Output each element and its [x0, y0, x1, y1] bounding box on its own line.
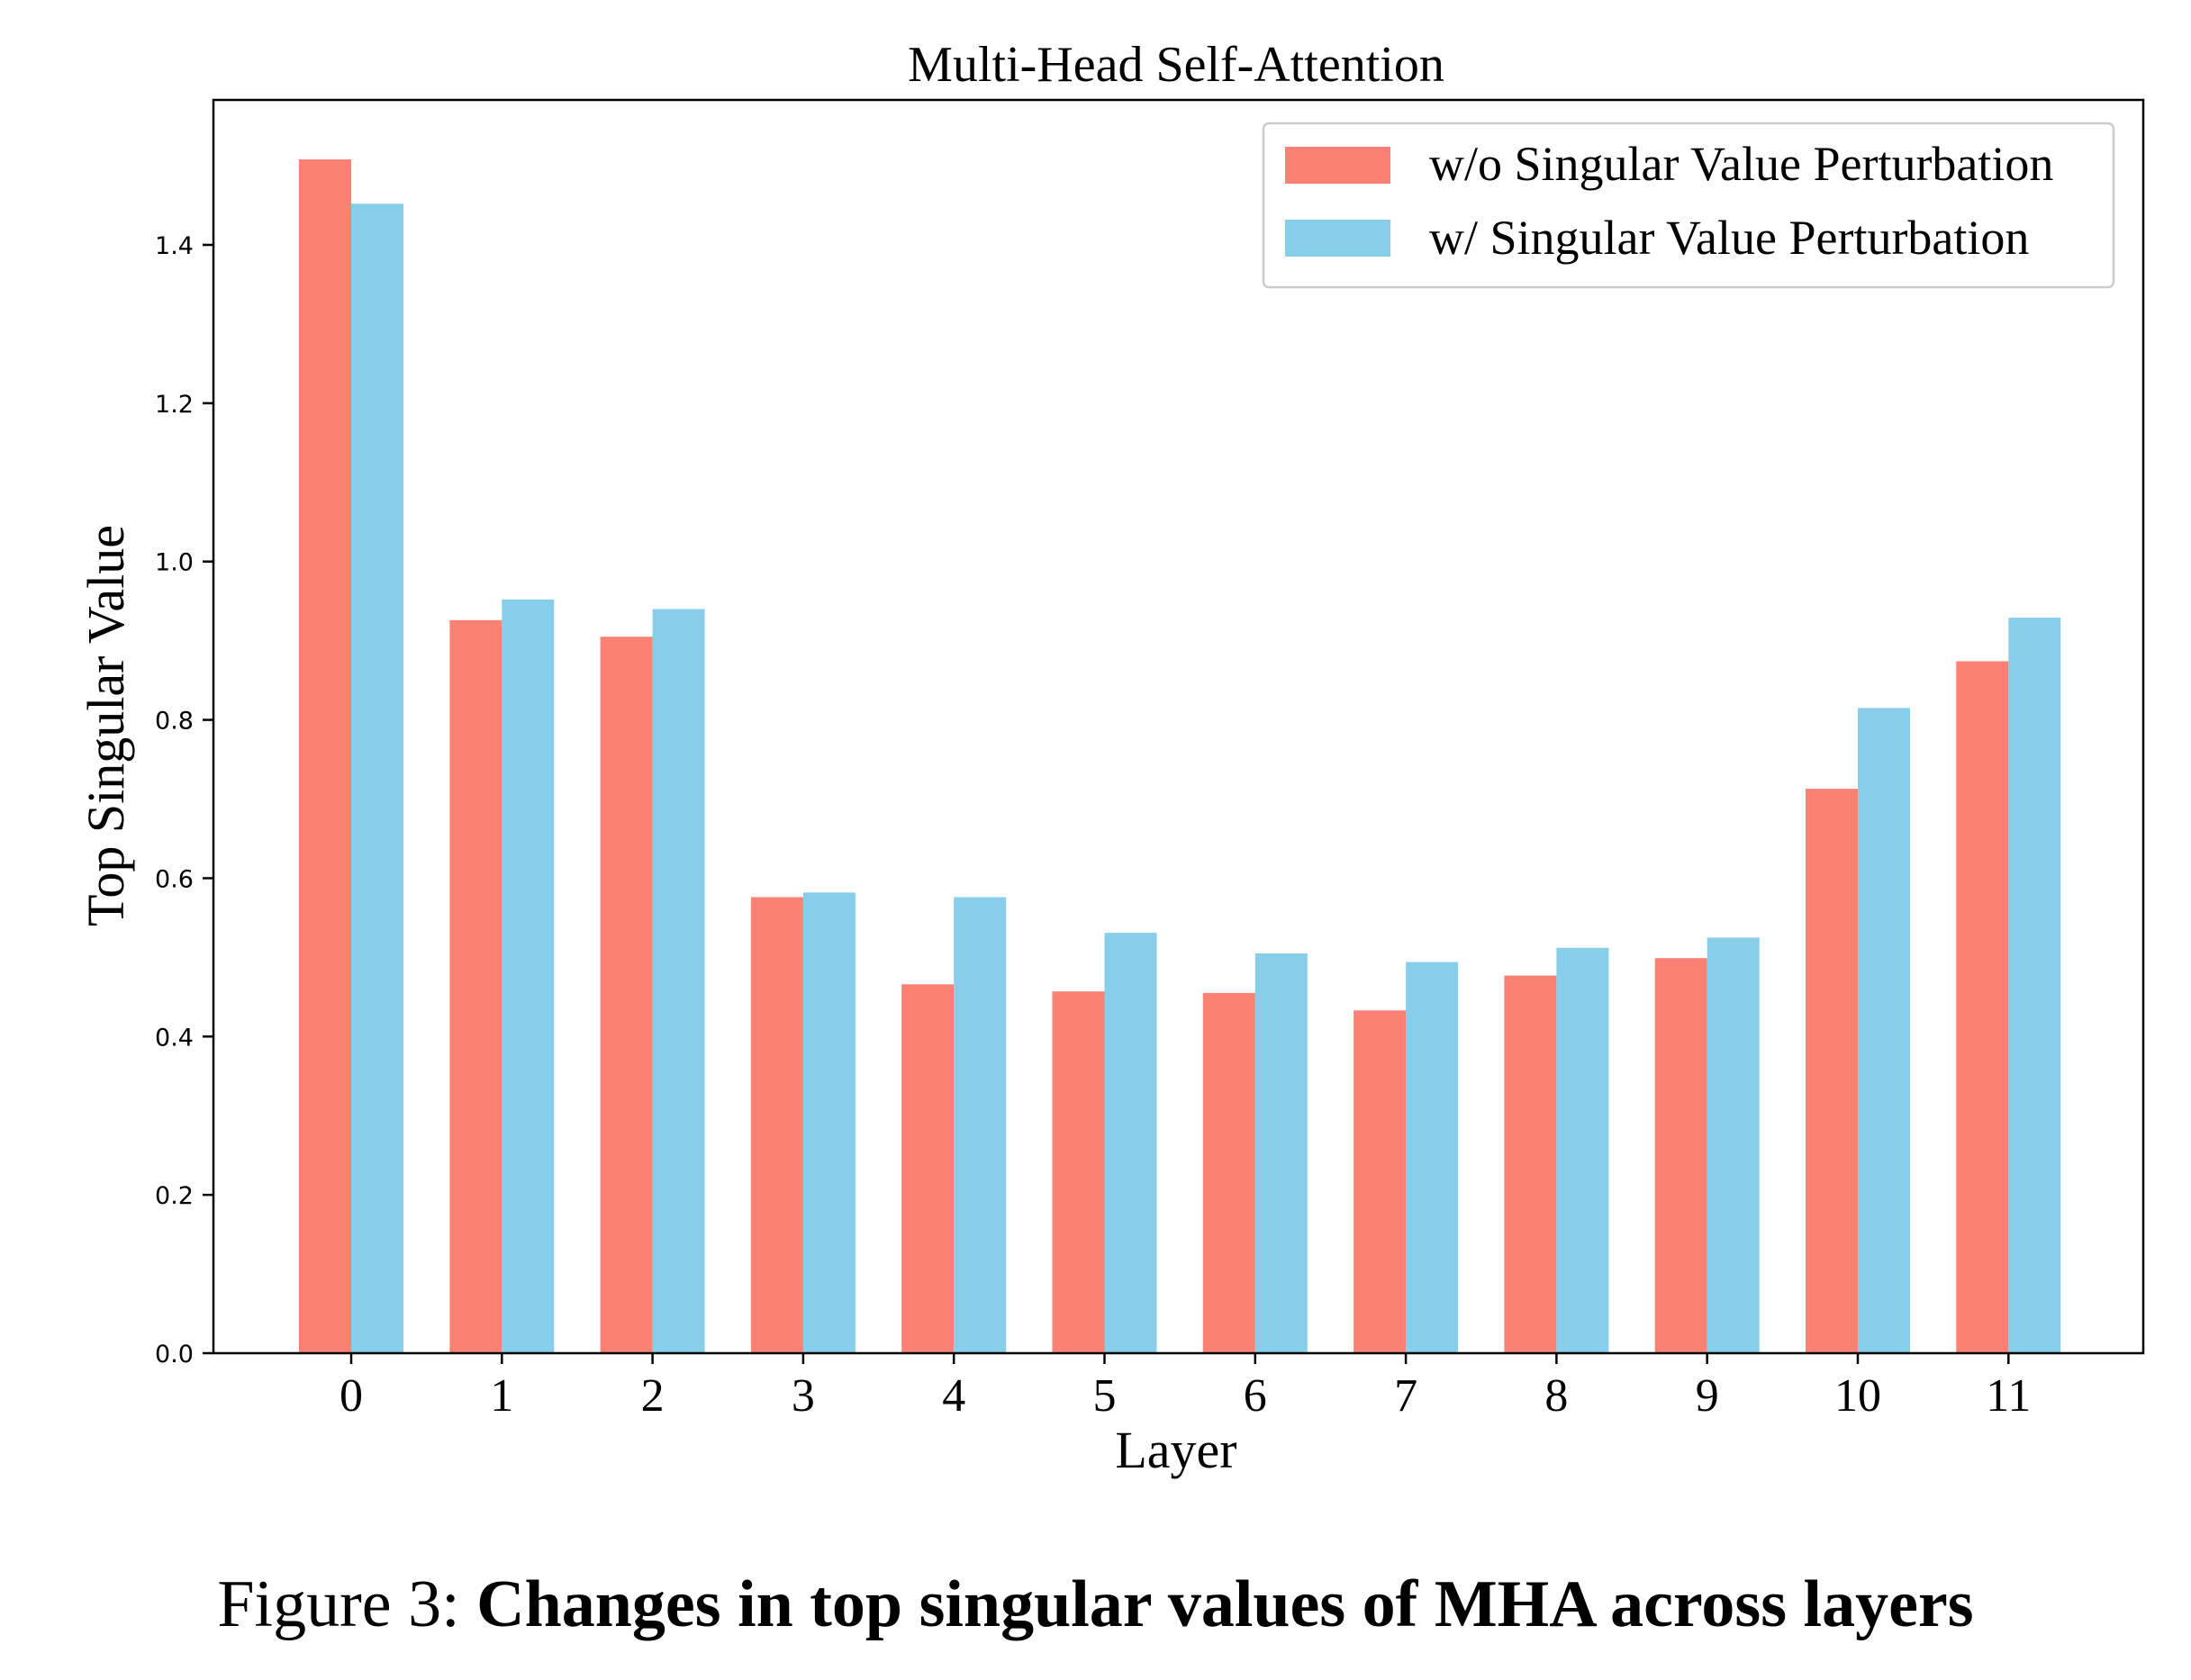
bar-with-perturbation-layer-8 [1556, 947, 1609, 1353]
x-tick-label: 0 [340, 1370, 363, 1422]
y-tick-label: 1.2 [155, 391, 194, 419]
x-axis-label: Layer [1115, 1421, 1236, 1479]
legend-label-with-perturbation: w/ Singular Value Perturbation [1429, 211, 2029, 265]
bar-without-perturbation-layer-10 [1806, 789, 1858, 1353]
x-tick-label: 5 [1093, 1370, 1117, 1422]
x-tick-label: 9 [1696, 1370, 1719, 1422]
y-tick-label: 0.2 [155, 1182, 194, 1210]
legend-label-without-perturbation: w/o Singular Value Perturbation [1429, 137, 2053, 191]
bar-with-perturbation-layer-2 [652, 609, 705, 1353]
x-tick-label: 4 [942, 1370, 965, 1422]
bar-without-perturbation-layer-2 [600, 637, 653, 1353]
x-tick-label: 6 [1244, 1370, 1267, 1422]
plot-frame [212, 98, 2145, 1355]
bar-without-perturbation-layer-4 [901, 984, 955, 1353]
legend-frame [1262, 122, 2115, 289]
bar-with-perturbation-layer-7 [1406, 962, 1459, 1353]
bars-layer [299, 159, 2061, 1353]
bar-without-perturbation-layer-0 [299, 159, 351, 1353]
x-tick-label: 1 [490, 1370, 513, 1422]
caption-prefix: Figure 3: [217, 1567, 460, 1641]
bar-without-perturbation-layer-7 [1354, 1010, 1407, 1353]
bar-without-perturbation-layer-9 [1654, 958, 1707, 1353]
bar-with-perturbation-layer-1 [502, 599, 555, 1353]
x-axis: 0 1 2 3 4 5 6 7 8 9 10 11 [340, 1353, 2031, 1422]
bar-with-perturbation-layer-3 [802, 892, 856, 1353]
y-axis-label: Top Singular Value [77, 525, 135, 926]
bar-without-perturbation-layer-11 [1956, 661, 2009, 1353]
x-tick-label: 7 [1394, 1370, 1417, 1422]
y-axis: 0.0 0.2 0.4 0.6 0.8 1.0 1.2 1.4 [155, 232, 213, 1368]
x-tick-label: 3 [792, 1370, 815, 1422]
figure-caption: Figure 3: Changes in top singular values… [0, 1567, 2191, 1643]
y-tick-label: 0.8 [155, 708, 194, 736]
chart-title: Multi-Head Self-Attention [908, 37, 1444, 93]
legend-swatch-without-perturbation [1285, 147, 1390, 184]
y-tick-label: 0.0 [155, 1341, 194, 1368]
y-tick-label: 0.4 [155, 1024, 194, 1052]
bar-with-perturbation-layer-0 [351, 203, 403, 1353]
legend-swatch-with-perturbation [1285, 220, 1390, 257]
y-tick-label: 1.0 [155, 549, 194, 577]
x-tick-label: 11 [1986, 1370, 2031, 1422]
y-tick-label: 0.6 [155, 865, 194, 893]
caption-text: Changes in top singular values of MHA ac… [476, 1567, 1974, 1641]
bar-with-perturbation-layer-9 [1707, 937, 1760, 1353]
bar-with-perturbation-layer-6 [1254, 953, 1308, 1353]
bar-with-perturbation-layer-10 [1858, 708, 1910, 1353]
x-tick-label: 10 [1834, 1370, 1881, 1422]
bar-with-perturbation-layer-4 [954, 897, 1007, 1353]
bar-without-perturbation-layer-3 [750, 897, 803, 1353]
bar-without-perturbation-layer-5 [1052, 991, 1105, 1353]
y-tick-label: 1.4 [155, 232, 194, 260]
x-tick-label: 2 [641, 1370, 665, 1422]
legend: w/o Singular Value Perturbation w/ Singu… [1262, 122, 2115, 289]
bar-without-perturbation-layer-8 [1504, 975, 1557, 1353]
bar-without-perturbation-layer-1 [449, 619, 502, 1353]
bar-with-perturbation-layer-11 [2008, 618, 2061, 1353]
bar-without-perturbation-layer-6 [1202, 992, 1255, 1353]
bar-with-perturbation-layer-5 [1104, 933, 1157, 1353]
x-tick-label: 8 [1544, 1370, 1568, 1422]
